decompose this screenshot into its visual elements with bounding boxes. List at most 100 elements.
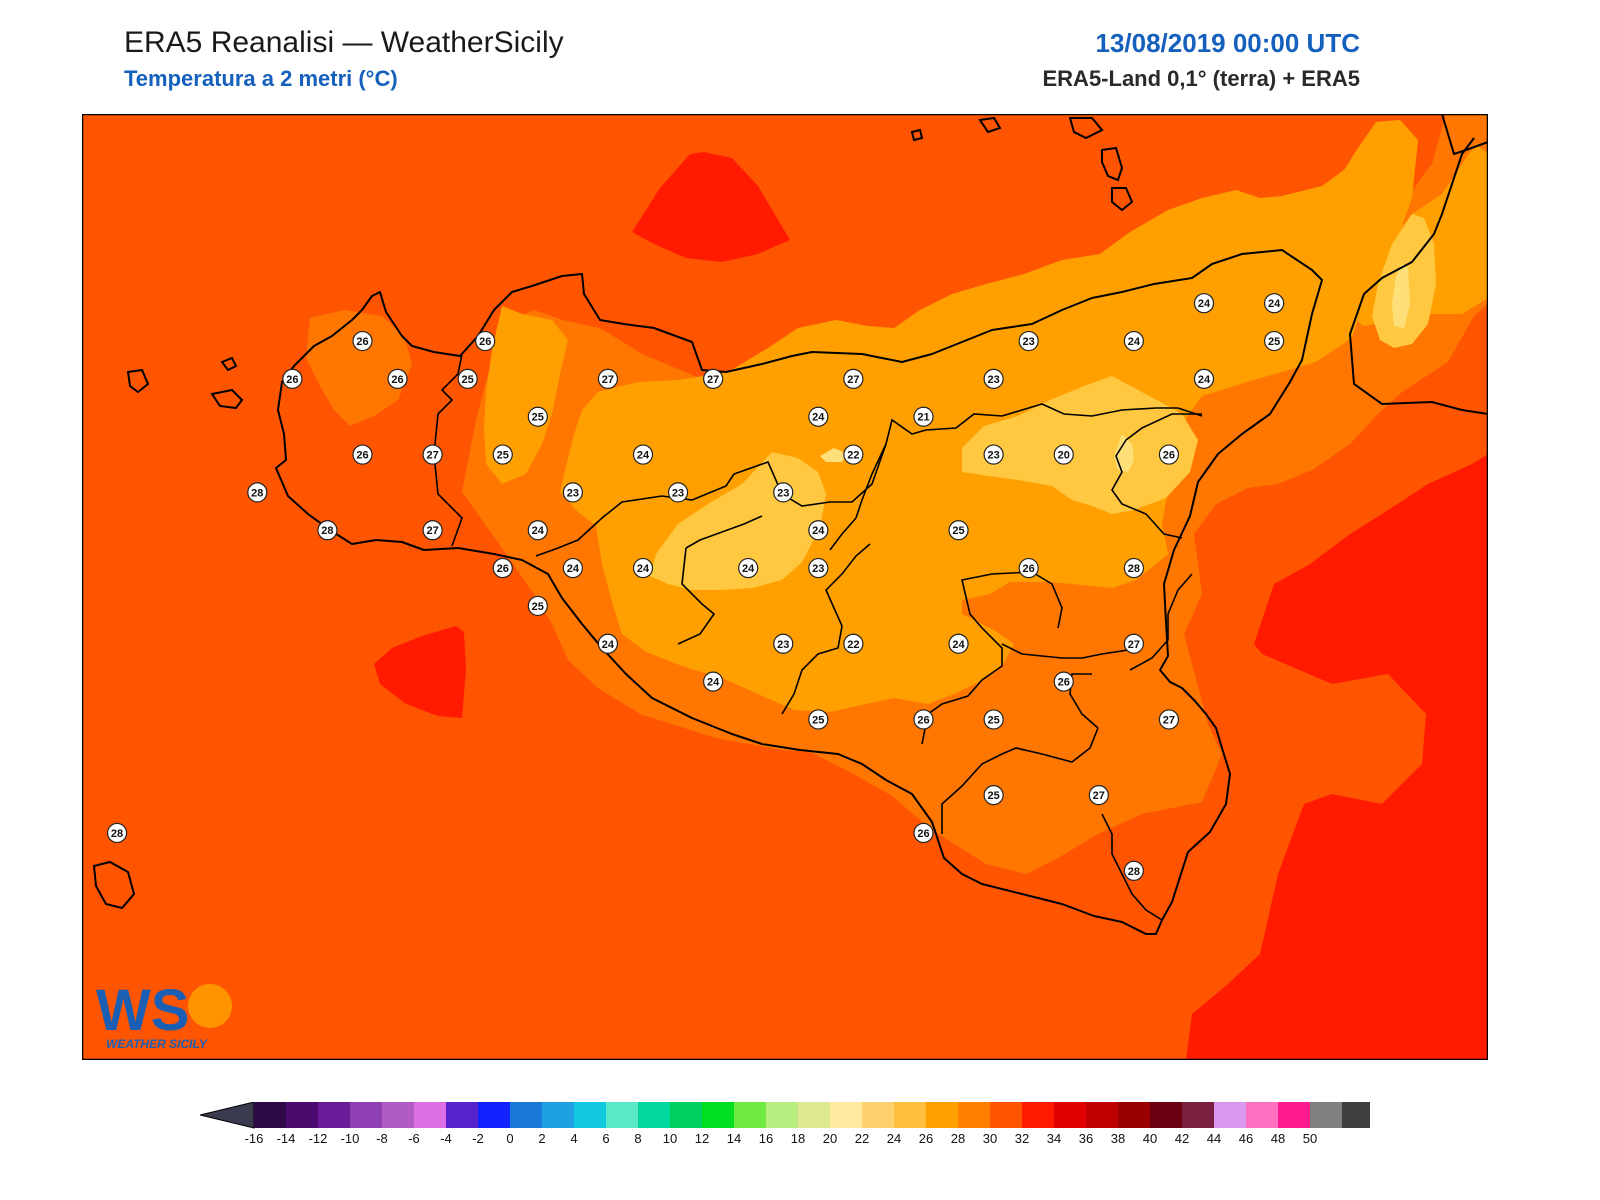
colorbar-under-arrow (200, 1102, 255, 1129)
colorbar-tick-label: -16 (245, 1131, 264, 1144)
colorbar-cell (862, 1102, 894, 1128)
colorbar-cell (1086, 1102, 1118, 1128)
station-marker (492, 557, 513, 579)
colorbar-tick-label: 4 (570, 1131, 577, 1144)
data-source: ERA5-Land 0,1° (terra) + ERA5 (1042, 66, 1361, 91)
station-marker (1193, 293, 1215, 314)
station-marker (475, 330, 496, 352)
station-marker (808, 709, 829, 730)
station-value: 22 (847, 450, 859, 462)
colorbar-tick-label: 50 (1303, 1131, 1317, 1144)
colorbar-tick-label: 20 (823, 1131, 837, 1144)
colorbar-tick-label: -14 (277, 1131, 296, 1144)
colorbar-cell (446, 1102, 478, 1128)
colorbar-cell (734, 1102, 766, 1128)
station-marker (527, 595, 548, 617)
station-marker (632, 557, 654, 579)
station-marker (1018, 330, 1039, 352)
station-value: 26 (917, 828, 929, 840)
station-marker (1123, 330, 1144, 352)
colorbar-cell (1118, 1102, 1150, 1128)
colorbar-cell (990, 1102, 1022, 1128)
station-marker (352, 444, 373, 465)
station-marker (527, 406, 548, 427)
map-subtitle: Temperatura a 2 metri (°C) (124, 66, 398, 91)
colorbar-tick-label: -2 (472, 1131, 484, 1144)
colorbar-tick-label: 16 (759, 1131, 773, 1144)
station-marker (913, 406, 934, 427)
aeolian-alicudi (910, 128, 924, 142)
colorbar-cell (1182, 1102, 1214, 1128)
islands (92, 114, 1488, 910)
station-value: 28 (251, 487, 263, 499)
station-marker (492, 444, 513, 465)
station-value: 26 (479, 336, 491, 348)
colorbar-tick-label: 10 (663, 1131, 677, 1144)
station-value: 24 (1198, 298, 1211, 310)
aeolian-lipari (1068, 117, 1104, 140)
pantelleria (92, 860, 136, 910)
station-marker (1053, 671, 1074, 692)
station-value: 28 (1128, 563, 1140, 575)
station-marker (703, 368, 724, 389)
colorbar-tick-label: 0 (506, 1131, 513, 1144)
station-marker (773, 482, 794, 503)
colorbar-tick-label: 24 (887, 1131, 901, 1144)
station-value: 27 (1163, 714, 1175, 726)
station-marker (843, 633, 864, 654)
map-frame (82, 114, 1488, 1060)
station-value: 23 (987, 450, 999, 462)
station-value: 25 (1268, 336, 1280, 348)
station-value: 23 (672, 487, 684, 499)
station-marker (913, 709, 934, 730)
station-value: 27 (602, 374, 614, 386)
colorbar-tick-label: 2 (538, 1131, 545, 1144)
station-value: 22 (847, 639, 859, 651)
colorbar-tick-label: 34 (1047, 1131, 1061, 1144)
logo-letters: WS (96, 980, 189, 1043)
colorbar-cell (382, 1102, 414, 1128)
station-marker (247, 482, 268, 503)
colorbar-tick-label: -8 (376, 1131, 388, 1144)
station-value: 25 (987, 790, 999, 802)
station-marker (317, 520, 338, 541)
colorbar-cell (1310, 1102, 1342, 1128)
station-marker (1158, 444, 1180, 465)
station-marker (667, 482, 689, 503)
station-marker (948, 520, 969, 541)
station-value: 24 (637, 563, 650, 575)
station-value: 24 (812, 525, 825, 537)
station-value: 27 (426, 525, 438, 537)
station-marker (562, 482, 583, 503)
station-value: 23 (567, 487, 579, 499)
colorbar-tick-label: 38 (1111, 1131, 1125, 1144)
station-value: 24 (532, 525, 545, 537)
egadi-marettimo (126, 368, 150, 394)
aeolian-vulcano (1101, 146, 1124, 182)
station-value: 25 (532, 412, 544, 424)
colorbar-tick-label: 40 (1143, 1131, 1157, 1144)
colorbar-tick-label: -4 (440, 1131, 452, 1144)
field-band-18-20-b (1392, 264, 1410, 328)
colorbar-tick-label: 18 (791, 1131, 805, 1144)
colorbar-cell (830, 1102, 862, 1128)
egadi-favignana (210, 388, 244, 410)
colorbar-tick-label: 22 (855, 1131, 869, 1144)
colorbar-cell (542, 1102, 574, 1128)
station-marker (1158, 709, 1180, 730)
station-marker (983, 444, 1004, 465)
station-marker (1264, 330, 1285, 352)
station-marker (1123, 860, 1144, 881)
colorbar-cell (958, 1102, 990, 1128)
station-value: 28 (1128, 866, 1140, 878)
station-marker (597, 368, 619, 389)
station-value: 24 (1128, 336, 1141, 348)
colorbar-cell (1214, 1102, 1246, 1128)
station-marker (422, 520, 443, 541)
station-marker (983, 785, 1004, 806)
station-labels: 26 26 26 26 25 27 27 27 23 24 24 24 25 23 24 25 24 21 26 27… (106, 293, 1285, 881)
colorbar-tick-label: -6 (408, 1131, 420, 1144)
field-band-20-22 (962, 376, 1198, 514)
station-value: 24 (602, 639, 615, 651)
colorbar-cell (1246, 1102, 1278, 1128)
